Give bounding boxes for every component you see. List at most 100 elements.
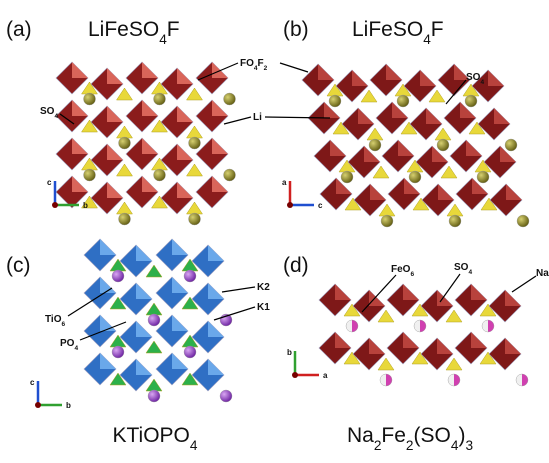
text-part: (SO [414, 424, 451, 447]
octahedron-face [403, 284, 419, 300]
text-part: F [431, 18, 444, 41]
annotation: FeO6 [391, 264, 414, 278]
text-part: 4 [159, 32, 167, 47]
annotation: K2 [257, 282, 270, 293]
text-part: Na [347, 424, 374, 447]
leader-line [213, 306, 256, 321]
octahedron-face [72, 138, 88, 154]
atom [413, 319, 427, 333]
annotation: FO4F2 [240, 58, 268, 72]
octahedron-face [500, 146, 516, 162]
octahedron-face [72, 176, 88, 192]
octahedron-face [330, 140, 346, 156]
tetrahedron [479, 303, 497, 317]
octahedron-face [212, 176, 228, 192]
octahedron-face [172, 315, 188, 331]
octahedron-face [352, 70, 368, 86]
leader-line [445, 79, 467, 105]
octahedron-face [136, 245, 152, 261]
tetrahedron [109, 372, 127, 386]
octahedron-face [392, 102, 408, 118]
panel-label: (d) [283, 254, 309, 277]
annotation: SO4 [454, 262, 472, 276]
octahedron-face [364, 146, 380, 162]
text-part: LiFeSO [88, 18, 159, 41]
octahedron-face [136, 283, 152, 299]
text-part: 4 [480, 79, 484, 86]
tetrahedron [145, 302, 163, 316]
tetrahedron [400, 121, 418, 135]
octahedron-face [506, 184, 522, 200]
tetrahedron [343, 303, 361, 317]
tetrahedron [440, 165, 458, 179]
octahedron-face [208, 283, 224, 299]
annotation: SO4 [40, 106, 58, 120]
axis-origin [292, 372, 298, 378]
atom [153, 168, 166, 182]
atom [464, 94, 478, 108]
panel-title: Na2Fe2(SO4)3 [347, 424, 473, 453]
leader-line [221, 286, 256, 293]
atom [476, 170, 490, 184]
panel-title: LiFeSO4F [88, 18, 180, 47]
tetrahedron [81, 195, 98, 209]
atom [111, 269, 125, 283]
atom [219, 389, 233, 403]
leader-line [67, 287, 113, 317]
octahedron-face [172, 353, 188, 369]
annotation: SO4 [466, 72, 484, 86]
tetrahedron [116, 87, 133, 101]
panel-title: KTiOPO4 [113, 424, 198, 453]
text-part: Fe [381, 424, 406, 447]
octahedron-face [471, 332, 487, 348]
tetrahedron [145, 378, 163, 392]
atom [504, 138, 518, 152]
octahedron-face [398, 140, 414, 156]
octahedron-face [466, 140, 482, 156]
annotation: Na [536, 268, 549, 279]
octahedron-face [208, 245, 224, 261]
annotation: K1 [257, 302, 270, 313]
text-part: FO [240, 58, 254, 69]
octahedron-face [142, 62, 158, 78]
text-part: 4 [468, 269, 472, 276]
atom [223, 92, 236, 106]
octahedron-face [107, 106, 123, 122]
atom [328, 94, 342, 108]
text-part: 4 [254, 65, 258, 72]
text-part: Na [536, 268, 549, 279]
tetrahedron [186, 87, 203, 101]
tetrahedron [377, 309, 395, 323]
octahedron-face [403, 332, 419, 348]
tetrahedron [446, 203, 464, 217]
structures [35, 61, 537, 408]
leader-line [79, 321, 127, 341]
octahedron-face [432, 146, 448, 162]
text-part: 4 [190, 438, 198, 453]
atom [188, 136, 201, 150]
octahedron-face [386, 64, 402, 80]
tetrahedron [343, 351, 361, 365]
tetrahedron [186, 201, 203, 215]
tetrahedron [366, 127, 384, 141]
annotation: TiO6 [45, 314, 65, 328]
octahedron-face [369, 290, 385, 306]
octahedron-face [172, 277, 188, 293]
axis-label: a [282, 178, 287, 187]
panel-title: LiFeSO4F [352, 18, 444, 47]
panel-label: (b) [283, 18, 309, 41]
atom [153, 92, 166, 106]
octahedron-face [142, 138, 158, 154]
atom [147, 389, 161, 403]
tetrahedron [145, 340, 163, 354]
octahedron-face [460, 102, 476, 118]
tetrahedron [116, 125, 133, 139]
atom [183, 345, 197, 359]
octahedron-face [488, 70, 504, 86]
octahedron-face [369, 338, 385, 354]
leader-line [223, 116, 252, 125]
axis-label: b [66, 401, 71, 410]
octahedron-face [454, 64, 470, 80]
tetrahedron [181, 296, 199, 310]
tetrahedron [186, 163, 203, 177]
